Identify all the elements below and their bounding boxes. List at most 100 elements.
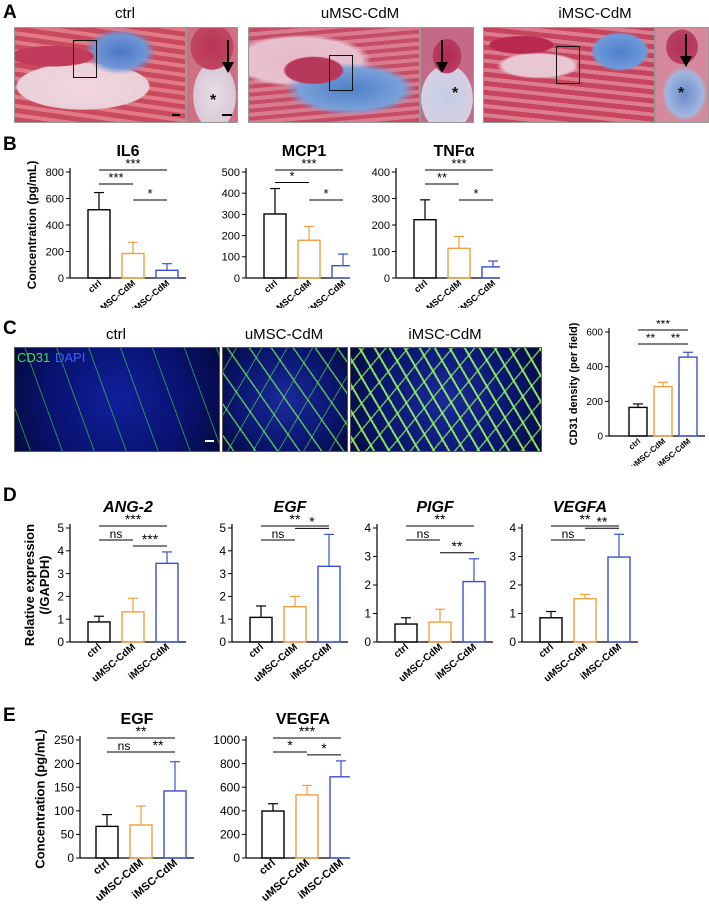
lesion-star-imsc: * — [678, 85, 685, 102]
y-tick-label: 0 — [234, 273, 240, 285]
y-tick-label: 1 — [509, 607, 516, 621]
bar — [163, 790, 187, 859]
y-tick-label: 100 — [372, 246, 390, 258]
bar — [481, 266, 500, 279]
x-tick-label: ctrl — [257, 857, 278, 877]
y-axis-label: CD31 density (per field) — [568, 322, 580, 445]
significance-label: ns — [417, 527, 430, 541]
y-tick-label: 0 — [57, 635, 64, 649]
chart-b-tnfa: TNFα0100200300400ctrluMSC-CdMiMSC-CdM***… — [372, 143, 500, 308]
y-tick-label: 5 — [219, 521, 226, 535]
chart-title: EGF — [121, 711, 154, 728]
chart-c-cd31: CD31 density (per field) 0200400600ctrluM… — [568, 320, 705, 466]
histology-imsc-overview — [483, 27, 655, 123]
significance-label: * — [321, 740, 327, 756]
scale-bar — [172, 114, 180, 116]
bar — [628, 406, 648, 437]
chart-e-egf: EGF Concentration (pg/mL) 0 50 100 150 200 250 c… — [32, 711, 194, 904]
y-tick-label: 2 — [509, 578, 516, 592]
significance-label: ** — [597, 513, 608, 529]
panel-letter-e: E — [3, 705, 16, 726]
bar — [87, 621, 111, 643]
y-tick-label: 600 — [46, 193, 64, 205]
significance-label: ** — [580, 511, 591, 527]
y-tick-label: 0 — [233, 851, 240, 865]
significance-label: ** — [435, 511, 446, 527]
y-tick-label: 200 — [372, 220, 390, 232]
x-tick-label: ctrl — [262, 278, 279, 295]
y-tick-label: 0 — [384, 273, 390, 285]
bar — [263, 213, 287, 279]
zoom-box-ctrl — [73, 40, 97, 78]
significance-label: ** — [290, 511, 301, 527]
y-tick-label: 500 — [222, 167, 240, 179]
histology-umsc-overview — [248, 27, 420, 123]
significance-label: ** — [437, 170, 447, 185]
y-tick-label: 300 — [372, 193, 390, 205]
y-tick-label: 1000 — [213, 733, 240, 747]
arrow-down-icon — [222, 40, 234, 73]
y-tick-label: 200 — [46, 246, 64, 258]
y-tick-label: 4 — [57, 544, 64, 558]
significance-label: *** — [142, 531, 159, 547]
y-tick-label: 4 — [364, 521, 371, 535]
significance-label: ns — [110, 527, 123, 541]
cd31-image-ctrl — [14, 347, 220, 452]
significance-label: *** — [451, 156, 466, 171]
y-axis-label: Relative expression — [22, 524, 37, 646]
bar — [331, 265, 350, 279]
significance-label: *** — [656, 320, 670, 331]
significance-label: * — [287, 737, 293, 753]
bar — [413, 218, 437, 279]
panel-letter-c: C — [3, 318, 17, 339]
significance-label: * — [309, 513, 315, 529]
panel-c-title-ctrl: ctrl — [106, 326, 126, 343]
x-tick-label: ctrl — [91, 857, 112, 877]
significance-label: * — [147, 186, 152, 201]
bar — [573, 597, 597, 643]
significance-label: * — [473, 186, 478, 201]
bar — [394, 623, 418, 643]
panel-c-title-umsc: uMSC-CdM — [244, 326, 324, 343]
x-tick-label: ctrl — [392, 642, 411, 661]
significance-label: *** — [125, 511, 142, 527]
x-tick-label: ctrl — [86, 278, 103, 295]
y-tick-label: 2 — [219, 590, 226, 604]
y-tick-label: 0 — [58, 273, 64, 285]
y-tick-label: 400 — [372, 167, 390, 179]
bar — [678, 356, 698, 437]
y-tick-label: 600 — [586, 328, 603, 339]
y-tick-label: 400 — [46, 220, 64, 232]
y-tick-label: 100 — [54, 804, 74, 818]
x-tick-label: iMSC-CdM — [130, 278, 171, 308]
panel-letter-d: D — [3, 485, 17, 506]
y-tick-label: 600 — [220, 780, 240, 794]
zoom-box-umsc — [329, 55, 353, 91]
y-tick-label: 400 — [222, 188, 240, 200]
y-tick-label: 300 — [222, 209, 240, 221]
scale-bar — [205, 440, 214, 442]
y-axis-label: Concentration (pg/mL) — [25, 161, 39, 290]
cd31-image-umsc — [222, 347, 348, 452]
bar — [95, 825, 119, 859]
scale-bar — [222, 114, 232, 116]
chart-title: TNFα — [434, 143, 475, 160]
chart-b-mcp1: MCP10100200300400500ctrluMSC-CdMiMSC-CdM… — [222, 143, 350, 308]
bar — [129, 824, 153, 859]
y-tick-label: 3 — [57, 567, 64, 581]
chart-d-ang2: ANG-2 Relative expression (/GAPDH) 0 1 2 3 4 5 ct… — [22, 499, 186, 685]
histology-imsc-zoom — [655, 27, 709, 123]
cd31-image-imsc — [350, 347, 542, 452]
y-tick-label: 0 — [597, 432, 603, 443]
bar — [121, 611, 145, 643]
panel-a-title-ctrl: ctrl — [115, 5, 135, 22]
lesion-star-ctrl: * — [210, 92, 217, 109]
x-tick-label: iMSC-CdM — [456, 278, 497, 308]
y-tick-label: 200 — [54, 757, 74, 771]
y-tick-label: 0 — [67, 851, 74, 865]
y-tick-label: 1 — [57, 612, 64, 626]
arrow-down-icon — [680, 34, 692, 67]
significance-label: ** — [671, 331, 681, 345]
